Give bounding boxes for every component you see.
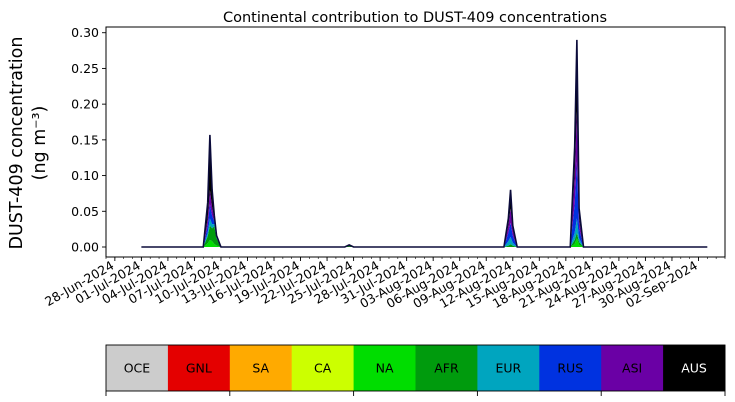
legend-frame [105,344,726,392]
legend-swatch-aus [663,345,726,391]
legend-swatch-ca [291,345,354,391]
plot-frame [105,26,726,258]
legend-swatch-rus [539,345,602,391]
y-tick-label: 0.00 [71,240,99,255]
legend-label-gnl: GNL [186,361,212,376]
y-axis-label-line1: DUST-409 concentration [7,37,27,250]
y-axis-label: DUST-409 concentration (ng m⁻³) [7,37,50,250]
legend-label-ca: CA [314,361,332,376]
series-area-asi [141,111,708,247]
legend-label-rus: RUS [557,361,583,376]
series-area-afr [141,225,708,247]
legend-label-na: NA [376,361,394,376]
legend-swatch-afr [415,345,478,391]
y-axis-label-line2: (ng m⁻³) [30,106,50,181]
x-axis: 28-Jun-202401-Jul-202404-Jul-202407-Jul-… [42,257,726,311]
y-tick-label: 0.25 [71,61,99,76]
legend-label-sa: SA [252,361,269,376]
y-axis: 0.00 0.05 0.10 0.15 0.20 0.25 0.30 [71,25,106,255]
series-area-aus [141,39,708,247]
series-area-na [141,238,708,247]
plot-series [141,39,708,248]
legend-swatch-eur [477,345,540,391]
total-line [141,39,708,248]
legend-label-afr: AFR [434,361,459,376]
chart-title: Continental contribution to DUST-409 con… [223,10,607,26]
legend-swatch-asi [601,345,664,391]
legend-swatch-oce [106,345,169,391]
legend-swatch-gnl [167,345,231,391]
legend-swatch-sa [229,345,293,391]
legend-swatch-na [353,345,416,391]
y-tick-label: 0.15 [71,132,99,147]
series-area-eur [141,218,708,247]
legend-label-asi: ASI [622,361,642,376]
legend-label-eur: EUR [495,361,521,376]
y-tick-label: 0.30 [71,25,99,40]
y-tick-label: 0.20 [71,97,99,112]
legend: OCE GNL SA CA NA AFR EUR RUS ASI AUS [105,344,726,396]
series-area-rus [141,161,708,247]
legend-label-aus: AUS [681,361,707,376]
legend-label-oce: OCE [124,361,151,376]
y-tick-label: 0.05 [71,204,99,219]
y-tick-label: 0.10 [71,168,99,183]
